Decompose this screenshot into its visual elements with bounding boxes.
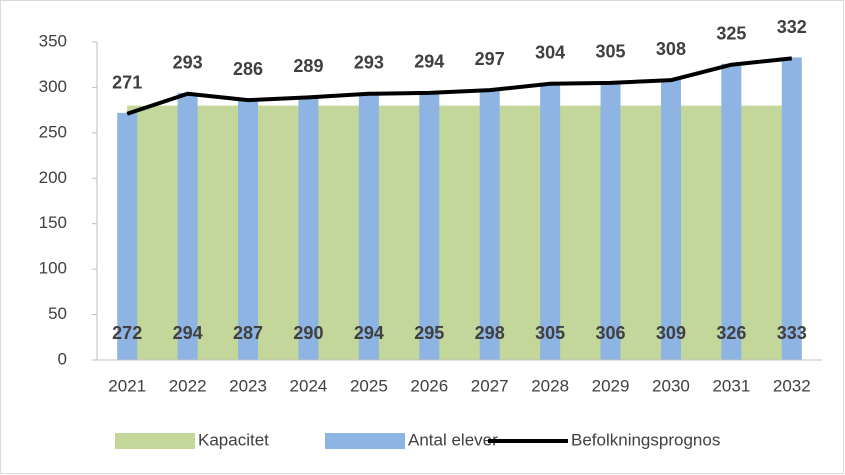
bar (117, 112, 138, 361)
x-tick-label: 2021 (108, 376, 146, 395)
x-tick-label: 2023 (229, 376, 267, 395)
x-tick-label: 2030 (652, 376, 690, 395)
legend-label: Befolkningsprognos (571, 430, 720, 449)
data-label: 286 (233, 59, 263, 79)
y-tick-label: 150 (39, 213, 67, 232)
data-label: 272 (112, 323, 142, 343)
bar (600, 81, 621, 360)
y-tick-label: 50 (48, 304, 67, 323)
legend-swatch (325, 433, 405, 449)
x-tick-label: 2029 (592, 376, 630, 395)
data-label: 309 (656, 323, 686, 343)
x-tick-label: 2026 (410, 376, 448, 395)
data-label: 297 (475, 49, 505, 69)
x-tick-label: 2022 (169, 376, 207, 395)
bar (358, 92, 379, 360)
data-label: 294 (414, 52, 444, 72)
x-tick-label: 2027 (471, 376, 509, 395)
legend-swatch (115, 433, 195, 449)
data-label: 298 (475, 323, 505, 343)
bar (721, 63, 742, 360)
data-label: 287 (233, 323, 263, 343)
x-tick-label: 2031 (712, 376, 750, 395)
bar (177, 92, 198, 360)
bar (660, 79, 681, 360)
bar (540, 82, 561, 360)
y-tick-label: 100 (39, 259, 67, 278)
data-label: 306 (596, 323, 626, 343)
data-label: 295 (414, 323, 444, 343)
bar (781, 57, 802, 361)
data-label: 293 (354, 53, 384, 73)
data-label: 289 (293, 56, 323, 76)
data-label: 333 (777, 323, 807, 343)
y-tick-label: 200 (39, 168, 67, 187)
bar (479, 89, 500, 360)
data-label: 294 (173, 323, 203, 343)
area (127, 105, 792, 360)
x-tick-label: 2025 (350, 376, 388, 395)
y-tick-label: 0 (58, 349, 67, 368)
bar (419, 91, 440, 360)
x-tick-label: 2032 (773, 376, 811, 395)
data-label: 308 (656, 39, 686, 59)
bar (238, 99, 259, 361)
y-tick-label: 350 (39, 31, 67, 50)
bar (298, 96, 319, 360)
y-tick-label: 300 (39, 77, 67, 96)
x-tick-label: 2024 (290, 376, 328, 395)
x-tick-label: 2028 (531, 376, 569, 395)
data-label: 325 (716, 23, 746, 43)
y-tick-label: 250 (39, 122, 67, 141)
line (126, 56, 793, 116)
data-label: 332 (777, 17, 807, 37)
data-label: 293 (173, 53, 203, 73)
data-label: 305 (596, 42, 626, 62)
data-label: 290 (293, 323, 323, 343)
data-label: 294 (354, 323, 384, 343)
data-label: 271 (112, 73, 142, 93)
legend-label: Kapacitet (198, 430, 269, 449)
data-label: 326 (716, 323, 746, 343)
data-label: 305 (535, 323, 565, 343)
data-label: 304 (535, 43, 565, 63)
legend-label: Antal elever (408, 430, 498, 449)
